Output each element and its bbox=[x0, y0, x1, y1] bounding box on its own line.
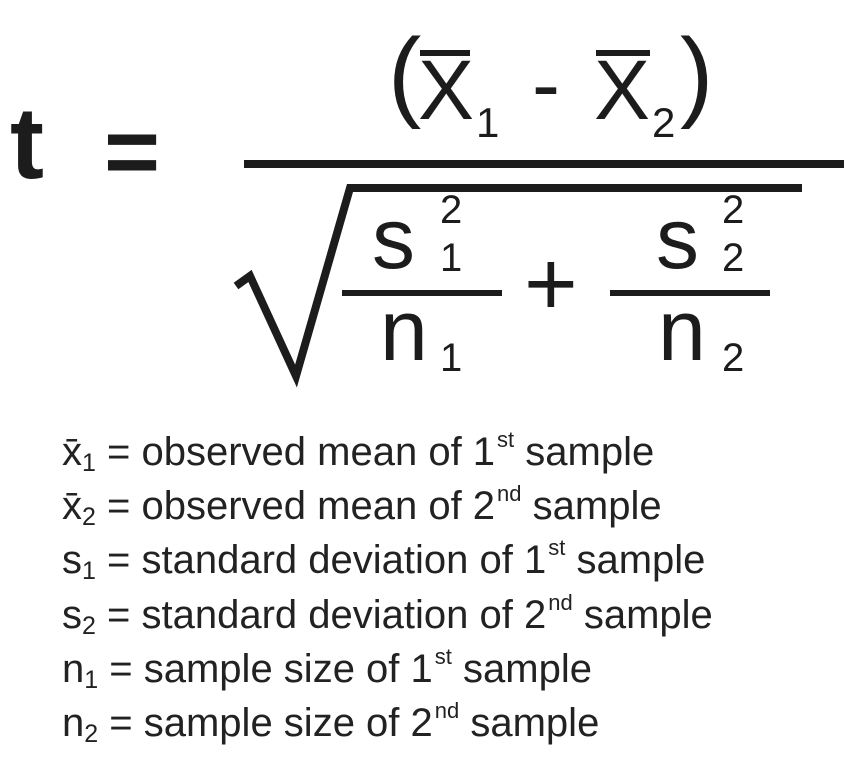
variable-legend: x̄1 = observed mean of 1st sample x̄2 = … bbox=[62, 413, 713, 748]
legend-subscript: 1 bbox=[82, 449, 96, 477]
main-fraction-bar bbox=[244, 160, 844, 168]
std-dev-2-exponent: 2 bbox=[722, 188, 745, 232]
legend-symbol: n bbox=[62, 700, 85, 745]
legend-description: = observed mean of 1 bbox=[95, 430, 496, 474]
legend-ordinal: nd bbox=[497, 481, 522, 507]
numerator-mean-2: X bbox=[594, 43, 651, 137]
numerator-mean-1-subscript: 1 bbox=[476, 99, 500, 146]
numerator-close-paren: ) bbox=[680, 18, 714, 130]
minus-sign: - bbox=[532, 37, 560, 131]
term-2-fraction-bar bbox=[610, 290, 770, 296]
numerator-mean-2-subscript: 2 bbox=[652, 99, 676, 146]
legend-symbol: n bbox=[62, 646, 85, 691]
legend-tail: sample bbox=[572, 592, 713, 637]
mean-bar-1 bbox=[420, 50, 470, 56]
legend-ordinal: st bbox=[434, 643, 452, 669]
legend-tail: sample bbox=[451, 646, 592, 691]
legend-description: = standard deviation of 2 bbox=[95, 592, 547, 637]
legend-ordinal: nd bbox=[434, 697, 460, 723]
t-statistic-symbol: t bbox=[10, 86, 44, 200]
legend-subscript: 2 bbox=[82, 611, 96, 640]
legend-tail: sample bbox=[521, 484, 662, 529]
t-test-formula: t = ( X 1 - X 2 ) s 2 1 n 1 + s 2 2 n 2 bbox=[10, 18, 844, 388]
legend-symbol: x̄ bbox=[62, 484, 82, 529]
legend-row-std-dev-2: s2 = standard deviation of 2nd sample bbox=[62, 576, 713, 640]
legend-subscript: 2 bbox=[84, 719, 99, 748]
legend-subscript: 2 bbox=[82, 503, 96, 532]
numerator-mean-1: X bbox=[418, 43, 475, 137]
std-dev-1: s bbox=[372, 191, 415, 287]
legend-ordinal: st bbox=[497, 427, 515, 452]
sample-size-2: n bbox=[658, 283, 706, 379]
sample-size-2-subscript: 2 bbox=[722, 336, 745, 380]
legend-symbol: x̄ bbox=[62, 430, 82, 474]
legend-description: = observed mean of 2 bbox=[95, 484, 496, 529]
std-dev-1-subscript: 1 bbox=[440, 236, 463, 280]
legend-subscript: 1 bbox=[84, 665, 99, 694]
legend-row-mean-1: x̄1 = observed mean of 1st sample bbox=[62, 413, 713, 477]
legend-description: = sample size of 2 bbox=[98, 700, 433, 745]
std-dev-2: s bbox=[656, 191, 699, 287]
legend-tail: sample bbox=[565, 538, 706, 583]
sample-size-1: n bbox=[380, 283, 428, 379]
legend-row-mean-2: x̄2 = observed mean of 2nd sample bbox=[62, 467, 713, 531]
mean-bar-2 bbox=[596, 50, 650, 56]
legend-subscript: 1 bbox=[82, 557, 96, 586]
legend-description: = standard deviation of 1 bbox=[95, 538, 547, 583]
std-dev-2-subscript: 2 bbox=[722, 236, 745, 280]
legend-row-sample-size-2: n2 = sample size of 2nd sample bbox=[62, 684, 713, 748]
legend-ordinal: nd bbox=[548, 589, 573, 615]
legend-tail: sample bbox=[459, 700, 600, 745]
legend-symbol: s bbox=[62, 538, 82, 583]
legend-description: = sample size of 1 bbox=[98, 646, 433, 691]
square-root-icon bbox=[233, 184, 802, 388]
equals-sign: = bbox=[104, 98, 161, 205]
legend-row-sample-size-1: n1 = sample size of 1st sample bbox=[62, 630, 713, 694]
legend-tail: sample bbox=[514, 430, 655, 474]
sample-size-1-subscript: 1 bbox=[440, 336, 463, 380]
numerator-open-paren: ( bbox=[388, 18, 422, 130]
legend-row-std-dev-1: s1 = standard deviation of 1st sample bbox=[62, 521, 713, 585]
term-1-fraction-bar bbox=[342, 290, 502, 296]
std-dev-1-exponent: 2 bbox=[440, 188, 463, 232]
legend-symbol: s bbox=[62, 592, 82, 637]
legend-ordinal: st bbox=[548, 535, 566, 561]
plus-sign: + bbox=[524, 233, 578, 335]
